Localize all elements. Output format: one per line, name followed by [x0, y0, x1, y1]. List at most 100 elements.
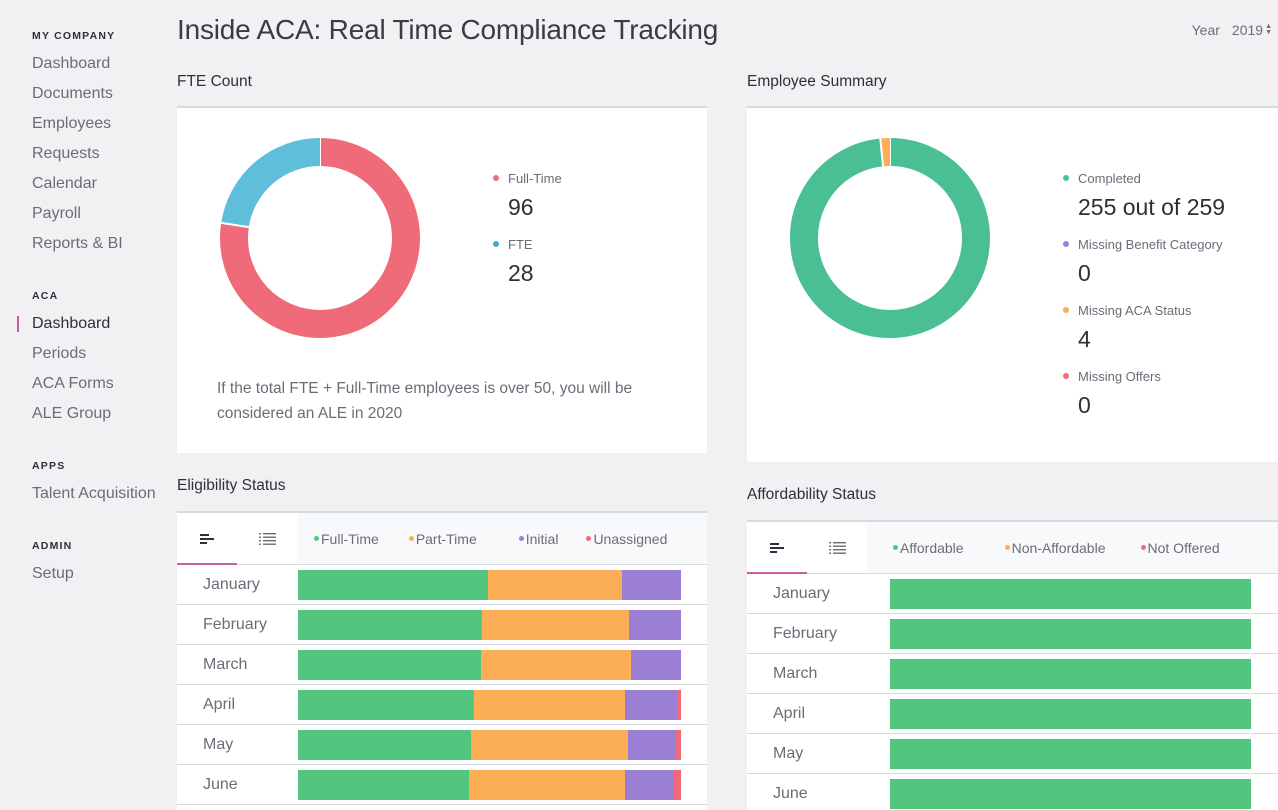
nav-item-periods[interactable]: Periods	[32, 345, 87, 362]
bar-segment-full-time[interactable]	[298, 689, 475, 720]
stacked-bar[interactable]	[298, 769, 681, 800]
nav-item-reports-bi[interactable]: Reports & BI	[32, 235, 123, 252]
bar-chart-icon	[200, 533, 214, 544]
month-label: January	[203, 575, 260, 593]
bar-segment-affordable[interactable]	[890, 658, 1251, 689]
legend-unassigned: Unassigned	[586, 531, 667, 547]
list-view-tab[interactable]	[237, 513, 297, 564]
list-icon	[828, 541, 846, 554]
status-row-march[interactable]: March	[747, 654, 1278, 694]
nav-section-aca: ACA Dashboard Periods ACA Forms ALE Grou…	[17, 289, 114, 429]
legend-item-missing-offers: Missing Offers 0	[1063, 368, 1225, 420]
nav-item-requests[interactable]: Requests	[32, 145, 100, 162]
month-label: February	[203, 615, 268, 633]
employee-summary-card: Completed 255 out of 259 Missing Benefit…	[747, 106, 1278, 462]
bar-segment-unassigned[interactable]	[677, 689, 681, 720]
bar-segment-part-time[interactable]	[481, 649, 632, 680]
bar-segment-affordable[interactable]	[890, 578, 1251, 609]
nav-item-payroll[interactable]: Payroll	[32, 205, 81, 222]
bar-segment-full-time[interactable]	[298, 569, 488, 600]
stacked-bar[interactable]	[890, 658, 1251, 689]
bar-segment-affordable[interactable]	[890, 778, 1251, 809]
nav-item-aca-forms[interactable]: ACA Forms	[32, 375, 114, 392]
legend-affordable: Affordable	[893, 540, 964, 556]
ale-note: If the total FTE + Full-Time employees i…	[217, 380, 633, 422]
donut-slice-full-time	[220, 138, 420, 338]
bar-segment-initial[interactable]	[628, 609, 681, 640]
bar-segment-unassigned[interactable]	[673, 769, 681, 800]
bar-view-tab[interactable]	[747, 522, 807, 574]
nav-item-employees[interactable]: Employees	[32, 115, 112, 132]
stacked-bar[interactable]	[890, 618, 1251, 649]
bar-segment-part-time[interactable]	[487, 569, 622, 600]
bar-segment-initial[interactable]	[631, 649, 681, 680]
bar-chart-icon	[770, 542, 784, 553]
legend-label: Affordable	[900, 539, 964, 556]
status-row-may[interactable]: May	[177, 725, 707, 765]
stacked-bar[interactable]	[890, 778, 1251, 809]
status-row-april[interactable]: April	[747, 694, 1278, 734]
nav-item-calendar[interactable]: Calendar	[32, 175, 97, 192]
status-row-june[interactable]: June	[747, 774, 1278, 810]
bar-segment-full-time[interactable]	[298, 769, 469, 800]
bar-segment-initial[interactable]	[624, 769, 674, 800]
full-time-count: 96	[508, 194, 534, 220]
stacked-bar[interactable]	[298, 609, 681, 640]
stacked-bar[interactable]	[890, 578, 1251, 609]
status-row-may[interactable]: May	[747, 734, 1278, 774]
bar-segment-full-time[interactable]	[298, 609, 482, 640]
sidebar: MY COMPANY Dashboard Documents Employees…	[0, 0, 170, 810]
full-time-dot-icon	[493, 175, 499, 181]
fte-dot-icon	[493, 241, 499, 247]
year-select[interactable]: Year 2019 ▲ ▼	[1192, 22, 1272, 38]
status-row-april[interactable]: April	[177, 685, 707, 725]
nav-item-ale-group[interactable]: ALE Group	[32, 405, 112, 422]
fte-count-value: 28	[508, 260, 534, 286]
bar-segment-part-time[interactable]	[471, 729, 629, 760]
bar-segment-part-time[interactable]	[468, 769, 625, 800]
bar-segment-part-time[interactable]	[481, 609, 629, 640]
slice-separator	[879, 138, 885, 167]
bar-segment-initial[interactable]	[628, 729, 676, 760]
missing-offers-dot-icon	[1063, 373, 1069, 379]
status-row-june[interactable]: June	[177, 765, 707, 805]
nav-item-dashboard[interactable]: Dashboard	[32, 55, 111, 72]
bar-segment-affordable[interactable]	[890, 698, 1251, 729]
status-row-february[interactable]: February	[177, 605, 707, 645]
bar-segment-full-time[interactable]	[298, 729, 472, 760]
bar-segment-initial[interactable]	[625, 689, 678, 720]
status-row-february[interactable]: February	[747, 614, 1278, 654]
stacked-bar[interactable]	[890, 698, 1251, 729]
nav-item-aca-dashboard[interactable]: Dashboard	[17, 309, 114, 339]
stacked-bar[interactable]	[298, 729, 681, 760]
nav-heading: ACA	[32, 290, 59, 302]
stacked-bar[interactable]	[298, 649, 681, 680]
status-row-january[interactable]: January	[177, 565, 707, 605]
legend-item-missing-aca-status: Missing ACA Status 4	[1063, 302, 1225, 354]
month-label: March	[203, 655, 248, 673]
legend-label: Not Offered	[1147, 539, 1220, 556]
nav-item-setup[interactable]: Setup	[32, 565, 74, 582]
missing-benefit-dot-icon	[1063, 241, 1069, 247]
legend-part-time: Part-Time	[408, 531, 477, 547]
bar-segment-unassigned[interactable]	[676, 729, 681, 760]
bar-segment-affordable[interactable]	[890, 618, 1251, 649]
bar-segment-initial[interactable]	[622, 569, 681, 600]
sort-updown-icon: ▲ ▼	[1265, 23, 1272, 36]
bar-view-tab[interactable]	[177, 513, 237, 565]
nav-item-talent-acquisition[interactable]: Talent Acquisition	[32, 485, 156, 502]
list-view-tab[interactable]	[807, 522, 867, 573]
status-row-january[interactable]: January	[747, 574, 1278, 614]
legend-initial: Initial	[518, 531, 558, 547]
nav-heading: APPS	[32, 460, 66, 472]
stacked-bar[interactable]	[298, 569, 681, 600]
bar-segment-full-time[interactable]	[298, 649, 482, 680]
stacked-bar[interactable]	[890, 738, 1251, 769]
bar-segment-affordable[interactable]	[890, 738, 1251, 769]
stacked-bar[interactable]	[298, 689, 681, 720]
month-label: June	[203, 775, 238, 793]
missing-benefit-category-value: 0	[1078, 260, 1091, 286]
nav-item-documents[interactable]: Documents	[32, 85, 113, 102]
bar-segment-part-time[interactable]	[474, 689, 626, 720]
status-row-march[interactable]: March	[177, 645, 707, 685]
